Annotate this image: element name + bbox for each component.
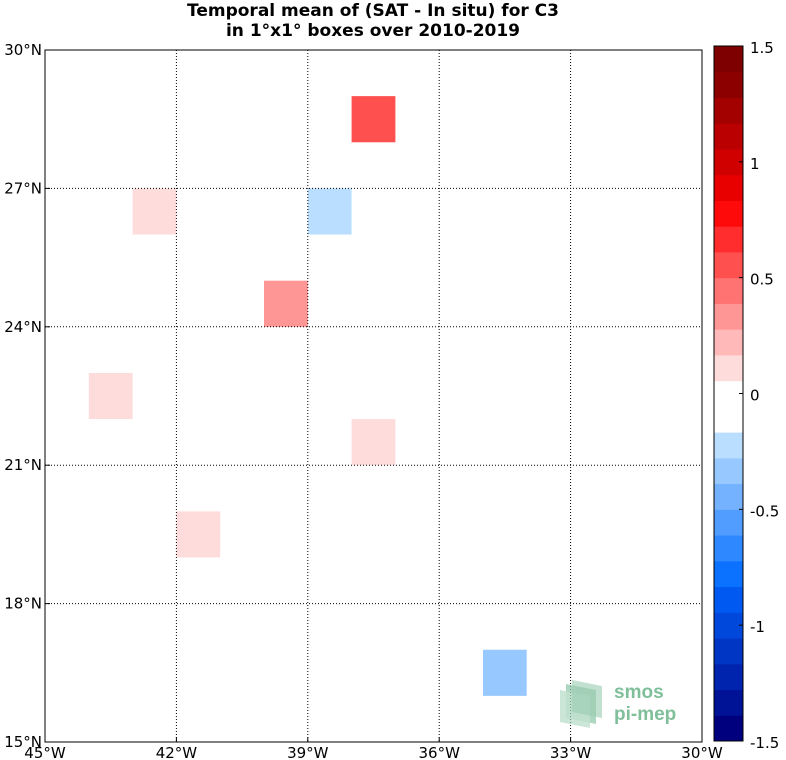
data-cell <box>351 557 396 604</box>
map-title-line1: Temporal mean of (SAT - In situ) for C3 <box>187 1 559 21</box>
colorbar-swatch <box>714 689 743 716</box>
colorbar-swatch <box>714 535 743 562</box>
data-cells <box>88 96 615 696</box>
lat-tick-label: 30°N <box>4 41 42 59</box>
data-cell <box>351 280 396 327</box>
colorbar-swatch <box>714 457 743 485</box>
data-cell <box>176 511 221 558</box>
lon-tick-label: 36°W <box>418 744 460 760</box>
data-cell <box>570 188 615 235</box>
data-cell <box>132 188 177 235</box>
lon-tick-label: 33°W <box>550 744 592 760</box>
lat-tick-label: 18°N <box>4 595 42 613</box>
data-cell <box>483 649 527 696</box>
map-frame <box>44 49 703 743</box>
lon-tick-label: 45°W <box>24 744 66 760</box>
colorbar-swatch <box>714 380 743 407</box>
colorbar-tick-label: 1 <box>750 155 760 173</box>
logo-text-pimep: pi-mep <box>614 704 676 725</box>
lat-tick-label: 24°N <box>4 318 42 336</box>
colorbar-swatch <box>714 612 743 639</box>
map-title-line2: in 1°x1° boxes over 2010-2019 <box>225 21 521 41</box>
lat-tick-label: 15°N <box>4 733 42 751</box>
colorbar-swatch <box>714 200 743 227</box>
lon-tick-label: 42°W <box>156 744 198 760</box>
colorbar-tick-label: -1 <box>750 618 765 636</box>
smos-pimep-logo: smos pi-mep <box>556 678 686 728</box>
data-cell <box>88 372 133 420</box>
colorbar-swatch <box>714 97 743 124</box>
colorbar-swatch <box>714 46 743 73</box>
data-cell <box>307 188 352 235</box>
colorbar-swatch <box>714 174 743 201</box>
colorbar-swatch <box>714 71 743 98</box>
colorbar: 1.5 1 0.5 0 -0.5 -1 -1.5 <box>713 39 779 752</box>
colorbar-tick-label: 0.5 <box>750 271 774 289</box>
colorbar-swatch <box>714 123 743 150</box>
lat-tick-label: 27°N <box>4 179 42 197</box>
colorbar-swatch <box>714 354 743 382</box>
data-cell <box>526 649 571 696</box>
colorbar-tick-label: -0.5 <box>750 502 779 520</box>
colorbar-tick-label: 1.5 <box>750 39 774 57</box>
colorbar-swatch <box>714 560 743 588</box>
lon-tick-label: 39°W <box>287 744 329 760</box>
colorbar-swatch <box>714 226 743 253</box>
colorbar-swatch <box>714 715 743 742</box>
colorbar-swatch <box>714 148 743 176</box>
colorbar-swatch <box>714 483 743 510</box>
colorbar-swatch <box>714 303 743 330</box>
colorbar-swatch <box>714 432 743 459</box>
colorbar-swatch <box>714 406 743 433</box>
colorbar-swatch <box>714 251 743 279</box>
lat-tick-label: 21°N <box>4 456 42 474</box>
colorbar-tick-label: -1.5 <box>750 734 779 752</box>
colorbar-swatch <box>714 509 743 536</box>
graticule <box>45 50 702 742</box>
colorbar-swatch <box>714 277 743 304</box>
data-cell <box>264 280 308 327</box>
colorbar-swatch <box>714 586 743 613</box>
colorbar-swatch <box>714 638 743 665</box>
data-cell <box>351 96 396 143</box>
axis-ticks: 45°W 42°W 39°W 36°W 33°W 30°W 15°N 18°N 21°N 24°N… <box>4 41 723 760</box>
logo-text-smos: smos <box>614 682 664 703</box>
lon-tick-label: 30°W <box>681 744 723 760</box>
logo-graphic: smos pi-mep <box>560 680 676 728</box>
colorbar-swatch <box>714 329 743 356</box>
data-cell <box>351 419 396 466</box>
colorbar-swatch <box>714 663 743 691</box>
colorbar-tick-label: 0 <box>750 387 760 405</box>
